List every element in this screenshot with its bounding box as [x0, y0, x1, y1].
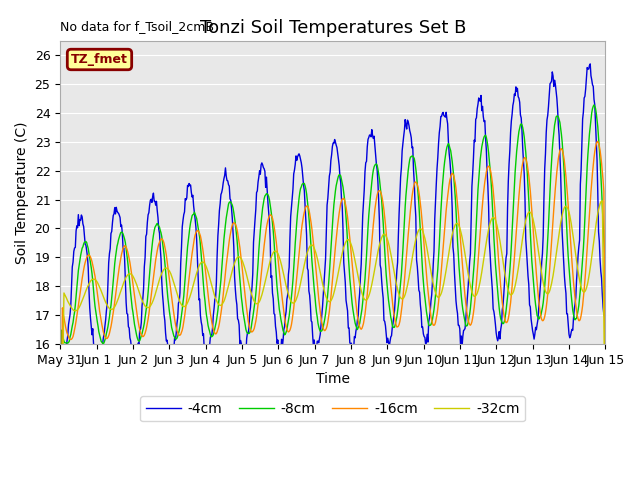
Line: -8cm: -8cm	[60, 105, 605, 480]
-8cm	[399, 247, 407, 252]
-4cm	[66, 312, 74, 318]
-32cm	[66, 302, 74, 308]
-8cm	[415, 201, 422, 206]
-4cm	[400, 133, 408, 139]
-32cm	[415, 227, 422, 233]
-16cm	[66, 336, 74, 342]
-4cm	[586, 61, 594, 67]
-4cm	[94, 361, 102, 367]
-32cm	[602, 440, 609, 445]
-32cm	[399, 296, 407, 301]
-8cm	[122, 246, 130, 252]
-16cm	[399, 295, 407, 300]
Legend: -4cm, -8cm, -16cm, -32cm: -4cm, -8cm, -16cm, -32cm	[140, 396, 525, 421]
-16cm	[415, 189, 422, 194]
-4cm	[207, 333, 215, 338]
-8cm	[590, 102, 598, 108]
-4cm	[602, 324, 609, 330]
-4cm	[179, 224, 186, 230]
Y-axis label: Soil Temperature (C): Soil Temperature (C)	[15, 121, 29, 264]
-4cm	[416, 289, 424, 295]
-16cm	[602, 400, 609, 406]
Line: -4cm: -4cm	[60, 64, 605, 364]
-8cm	[207, 331, 214, 337]
Title: Tonzi Soil Temperatures Set B: Tonzi Soil Temperatures Set B	[200, 19, 466, 36]
-16cm	[122, 244, 130, 250]
-4cm	[56, 351, 64, 357]
X-axis label: Time: Time	[316, 372, 350, 386]
-8cm	[178, 312, 186, 318]
Text: TZ_fmet: TZ_fmet	[71, 53, 128, 66]
-32cm	[122, 274, 130, 280]
-32cm	[598, 198, 606, 204]
-16cm	[178, 330, 186, 336]
-8cm	[66, 334, 74, 340]
Line: -16cm: -16cm	[60, 142, 605, 480]
-16cm	[207, 310, 214, 316]
Line: -32cm: -32cm	[60, 201, 605, 480]
-8cm	[602, 393, 609, 398]
-32cm	[178, 302, 186, 308]
Text: No data for f_Tsoil_2cmB: No data for f_Tsoil_2cmB	[60, 20, 214, 33]
-4cm	[123, 311, 131, 316]
-16cm	[594, 139, 602, 144]
-32cm	[207, 277, 214, 283]
